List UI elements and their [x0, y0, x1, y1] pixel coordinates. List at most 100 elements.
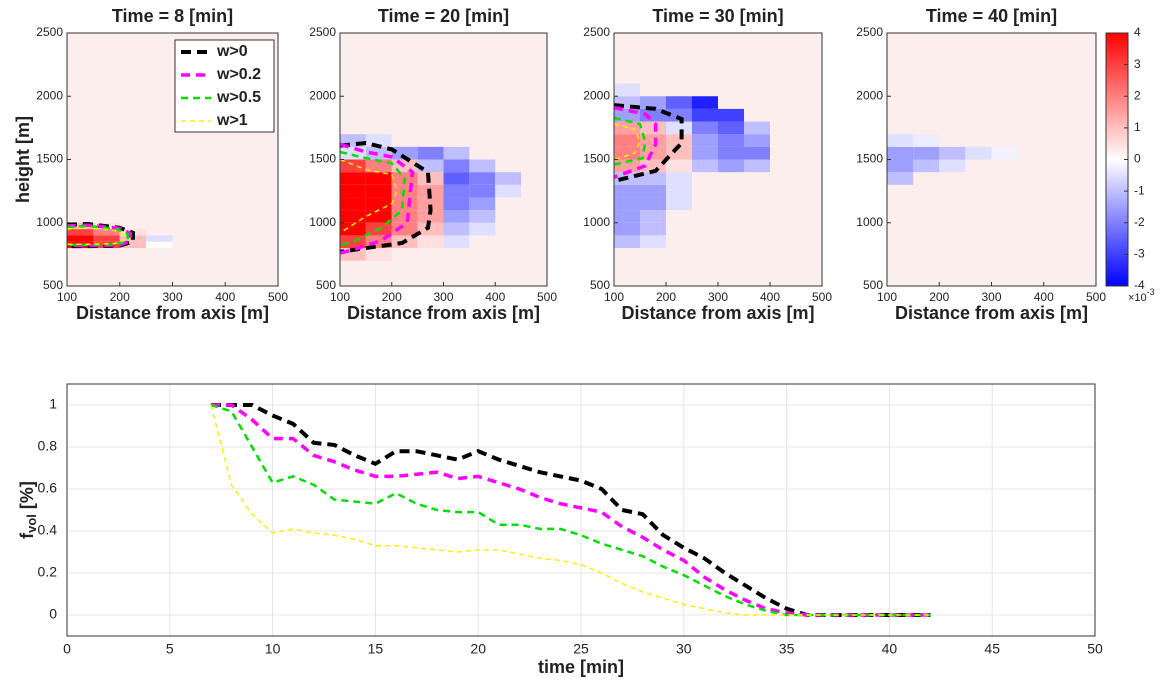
y-tick-label: 2500 — [856, 25, 883, 39]
heat-cell — [469, 184, 496, 198]
x-tick-label: 100 — [604, 290, 624, 304]
x-tick-label: 25 — [573, 641, 589, 657]
heat-cell — [666, 134, 692, 147]
y-tick-label: 2500 — [36, 25, 63, 39]
y-tick-label: 500 — [863, 278, 883, 292]
y-tick-label: 2500 — [583, 25, 610, 39]
heat-cell — [417, 172, 444, 185]
heat-cell — [887, 159, 914, 173]
heat-cell — [913, 134, 940, 147]
heat-cell — [692, 134, 718, 147]
colorbar-tick-label: 2 — [1134, 88, 1141, 102]
heat-cell — [340, 210, 366, 223]
x-tick-label: 200 — [110, 290, 130, 304]
multiplier-base: ×10 — [1128, 292, 1147, 304]
heat-cell — [640, 184, 666, 198]
heat-cell — [340, 184, 366, 198]
heat-cell — [146, 235, 173, 242]
x-tick-label: 200 — [656, 290, 676, 304]
x-tick-label: 400 — [485, 290, 505, 304]
x-tick-label: 30 — [676, 641, 692, 657]
colorbar-tick-label: -2 — [1134, 215, 1145, 229]
heat-cell — [365, 184, 392, 198]
heat-cell — [939, 146, 966, 160]
x-tick-label: 20 — [470, 641, 486, 657]
y-label-main: f — [17, 532, 37, 539]
heat-cell — [93, 235, 120, 242]
heat-cell — [939, 159, 966, 173]
heat-cell — [666, 108, 692, 122]
y-tick-label: 1500 — [856, 152, 883, 166]
heat-cell — [340, 159, 366, 173]
heat-cell — [744, 159, 770, 173]
heat-cell — [887, 146, 914, 160]
x-tick-label: 500 — [812, 290, 832, 304]
contour-line — [339, 150, 406, 247]
heat-cell — [666, 159, 692, 173]
x-axis-label: Distance from axis [m] — [895, 303, 1088, 323]
heat-cell — [614, 235, 640, 249]
heat-cell — [913, 159, 940, 173]
heat-cell — [614, 134, 640, 147]
x-tick-label: 0 — [63, 641, 71, 657]
heat-cell — [965, 146, 992, 160]
x-axis-label: Distance from axis [m] — [347, 303, 540, 323]
heat-cell — [718, 134, 744, 147]
x-tick-label: 200 — [382, 290, 402, 304]
heat-cell — [443, 172, 470, 185]
heat-cell — [640, 96, 666, 109]
x-tick-label: 40 — [882, 641, 898, 657]
colorbar-tick-label: 1 — [1134, 120, 1141, 134]
contour-line — [613, 105, 658, 179]
x-tick-label: 300 — [162, 290, 182, 304]
x-axis-label: Distance from axis [m] — [76, 303, 269, 323]
heat-cell — [67, 235, 94, 242]
multiplier-exponent: -3 — [1147, 287, 1155, 297]
legend-label: w>0.2 — [216, 66, 261, 83]
y-tick-label: 1000 — [36, 215, 63, 229]
y-tick-label: 0.8 — [38, 438, 58, 454]
heat-cell — [443, 146, 470, 160]
contour-line — [66, 224, 129, 247]
heat-cell — [340, 172, 366, 185]
heat-cell — [640, 134, 666, 147]
contour-line — [339, 141, 433, 254]
heat-cell — [93, 229, 120, 236]
heat-cell — [469, 172, 496, 185]
heat-cell — [469, 222, 496, 236]
y-tick-label: 1000 — [309, 215, 336, 229]
heat-cell — [614, 184, 640, 198]
heat-cell — [443, 210, 470, 223]
x-tick-label: 15 — [368, 641, 384, 657]
contour-line — [613, 123, 641, 161]
heat-cell — [718, 108, 744, 122]
heat-cell — [614, 83, 640, 97]
legend-label: w>0 — [216, 43, 248, 60]
heat-cell — [391, 222, 418, 236]
chart-title: Time = 8 [min] — [112, 6, 233, 26]
heat-cell — [666, 184, 692, 198]
x-tick-label: 35 — [779, 641, 795, 657]
heat-cell — [666, 121, 692, 135]
x-tick-label: 300 — [433, 290, 453, 304]
y-tick-label: 1500 — [36, 152, 63, 166]
chart-title: Time = 40 [min] — [926, 6, 1057, 26]
heat-cell — [666, 197, 692, 211]
x-tick-label: 500 — [1086, 290, 1106, 304]
heat-cell — [614, 210, 640, 223]
heat-cell — [365, 210, 392, 223]
heat-cell — [365, 172, 392, 185]
heat-cell — [443, 184, 470, 198]
legend-label: w>1 — [216, 112, 248, 129]
x-tick-label: 5 — [166, 641, 174, 657]
heat-cell — [443, 159, 470, 173]
heat-cell — [692, 121, 718, 135]
contour-line — [339, 158, 398, 234]
heat-cell — [469, 197, 496, 211]
heat-cell — [718, 146, 744, 160]
heat-cell — [417, 235, 444, 249]
legend-label: w>0.5 — [216, 89, 261, 106]
contour-line — [339, 142, 415, 255]
heat-cell — [146, 241, 173, 249]
